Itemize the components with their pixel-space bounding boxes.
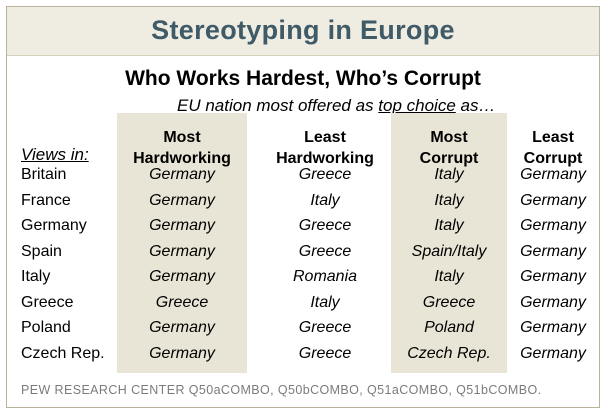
table-cell: Italy — [310, 293, 340, 311]
table-cell: Germany — [520, 217, 586, 234]
table-cell: Italy — [434, 166, 464, 183]
table-cell: Germany — [520, 319, 586, 336]
table-cell: Greece — [422, 293, 476, 311]
table-cell: Greece — [298, 319, 352, 336]
table-cell: Greece — [298, 217, 352, 234]
table-cell: Germany — [520, 268, 586, 285]
table-cell: Germany — [149, 344, 215, 362]
chart-note: EU nation most offered as top choice as… — [177, 96, 577, 116]
table-cell: Germany — [520, 242, 586, 260]
title-band: Stereotyping in Europe — [7, 7, 599, 56]
column-header-line2: Hardworking — [133, 150, 231, 167]
row-label: Czech Rep. — [21, 344, 105, 362]
column-header-most-hardworking: Most Hardworking — [117, 127, 247, 169]
note-prefix: EU nation most offered as — [177, 96, 379, 115]
row-label: Greece — [21, 293, 74, 311]
note-suffix: as… — [455, 96, 496, 115]
row-label: Britain — [21, 166, 67, 183]
row-header-label: Views in: — [21, 145, 89, 164]
table-cell: Greece — [155, 293, 209, 311]
chart-subtitle: Who Works Hardest, Who’s Corrupt — [125, 67, 481, 90]
table-cell: Greece — [298, 344, 352, 362]
table-cell: Italy — [434, 191, 464, 209]
column-header-least-corrupt: Least Corrupt — [507, 127, 599, 169]
row-label: Germany — [21, 217, 87, 234]
table-cell: Poland — [424, 319, 474, 336]
table-cell: Greece — [298, 166, 352, 183]
table-cell: Italy — [434, 217, 464, 234]
column-header-line2: Hardworking — [276, 150, 374, 167]
table-cell: Germany — [149, 191, 215, 209]
column-header-line1: Most — [163, 129, 201, 146]
table-cell: Romania — [292, 268, 358, 285]
row-label: Italy — [21, 268, 51, 285]
row-label: France — [21, 191, 71, 209]
table-cell: Greece — [298, 242, 352, 260]
table-cell: Italy — [310, 191, 340, 209]
shaded-column-most-hardworking — [117, 113, 247, 373]
table-cell: Germany — [520, 166, 586, 183]
chart-title: Stereotyping in Europe — [151, 15, 455, 45]
shaded-column-most-corrupt — [391, 113, 507, 373]
column-header-most-corrupt: Most Corrupt — [391, 127, 507, 169]
source-note: PEW RESEARCH CENTER Q50aCOMBO, Q50bCOMBO… — [21, 383, 542, 397]
column-header-line1: Least — [532, 129, 574, 146]
table-cell: Germany — [149, 319, 215, 336]
column-header-line2: Corrupt — [419, 150, 479, 167]
row-label: Spain — [21, 242, 62, 260]
table-cell: Spain/Italy — [411, 242, 487, 260]
column-header-line1: Least — [304, 129, 346, 146]
table-cell: Germany — [520, 293, 586, 311]
column-header-line2: Corrupt — [523, 150, 583, 167]
table-cell: Germany — [520, 191, 586, 209]
column-header-line1: Most — [430, 129, 468, 146]
table-cell: Germany — [149, 166, 215, 183]
table-cell: Germany — [149, 242, 215, 260]
table-cell: Germany — [149, 268, 215, 285]
chart-frame: Stereotyping in Europe Who Works Hardest… — [6, 6, 600, 408]
row-label: Poland — [21, 319, 71, 336]
note-underlined: top choice — [378, 96, 456, 115]
table-cell: Czech Rep. — [407, 344, 491, 362]
column-header-least-hardworking: Least Hardworking — [257, 127, 393, 169]
table-cell: Germany — [520, 344, 586, 362]
table-cell: Germany — [149, 217, 215, 234]
table-cell: Italy — [434, 268, 464, 285]
